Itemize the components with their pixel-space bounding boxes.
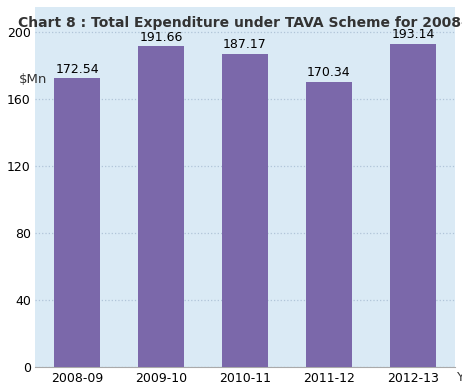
Bar: [54, 78, 100, 367]
Bar: [138, 46, 184, 367]
Text: 170.34: 170.34: [307, 66, 351, 79]
Text: 193.14: 193.14: [391, 28, 435, 41]
Bar: [222, 54, 268, 367]
Text: 187.17: 187.17: [223, 38, 267, 51]
Text: Year: Year: [457, 371, 462, 384]
Text: Chart 8 : Total Expenditure under TAVA Scheme for 2008-09 to 2012-13: Chart 8 : Total Expenditure under TAVA S…: [18, 16, 462, 30]
Text: 191.66: 191.66: [140, 31, 183, 44]
Text: 172.54: 172.54: [55, 63, 99, 76]
Bar: [390, 44, 436, 367]
Bar: [306, 82, 352, 367]
Text: $Mn: $Mn: [18, 73, 47, 85]
